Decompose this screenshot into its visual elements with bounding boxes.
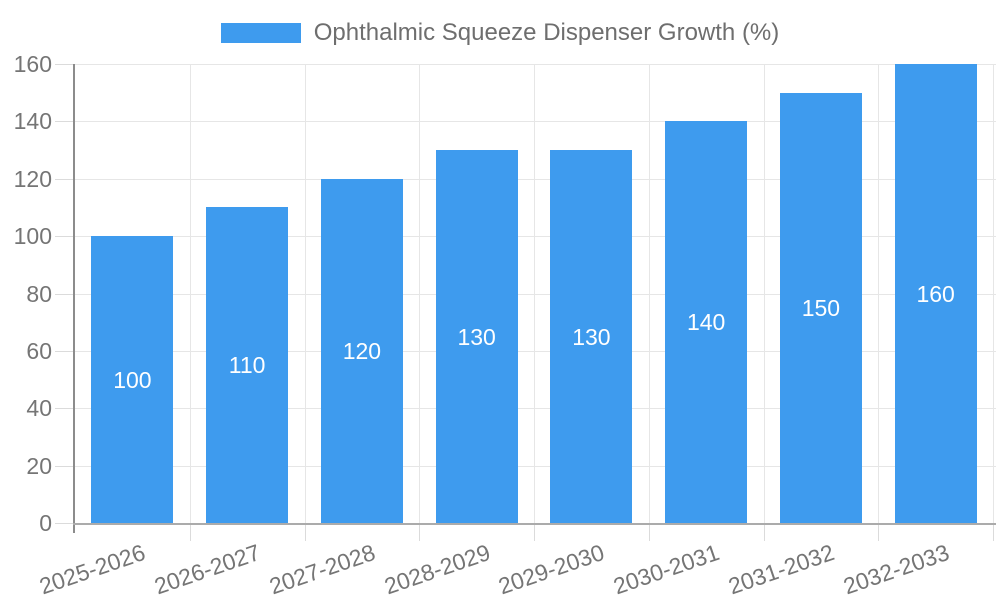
h-gridline — [75, 293, 996, 295]
x-axis-tick — [534, 525, 535, 541]
legend-swatch-icon — [220, 23, 301, 43]
x-axis-tick — [763, 525, 765, 541]
x-axis-label: 2027-2028 — [265, 539, 379, 600]
y-axis-tick-label: 60 — [26, 337, 52, 364]
x-axis-tick — [878, 525, 880, 541]
legend-label: Ophthalmic Squeeze Dispenser Growth (%) — [313, 19, 780, 46]
y-axis-tick-label: 100 — [13, 223, 52, 250]
bar[interactable] — [206, 207, 289, 523]
bar-value-label: 120 — [342, 337, 382, 364]
y-axis-tick-label: 160 — [13, 51, 52, 77]
y-axis-tick — [55, 178, 75, 180]
y-axis-tick — [55, 236, 75, 238]
y-axis-tick — [55, 64, 75, 65]
bar[interactable] — [665, 121, 748, 523]
x-axis-tick — [304, 525, 306, 541]
v-gridline — [878, 64, 880, 523]
bar[interactable] — [91, 236, 174, 523]
y-axis-line — [73, 64, 75, 533]
v-gridline — [419, 64, 421, 523]
y-axis-tick-label: 120 — [13, 165, 52, 192]
bar-value-label: 160 — [916, 280, 955, 307]
h-gridline — [75, 121, 996, 123]
bar-value-label: 150 — [801, 294, 841, 321]
h-gridline — [75, 64, 996, 65]
h-gridline — [75, 350, 996, 352]
x-axis-tick — [419, 525, 421, 541]
bar[interactable] — [550, 150, 633, 523]
y-axis-tick-label: 80 — [26, 280, 52, 307]
y-axis-tick — [55, 465, 75, 467]
v-gridline — [648, 64, 650, 523]
x-axis-label: 2031-2032 — [724, 539, 838, 600]
bar[interactable] — [779, 92, 862, 523]
h-gridline — [75, 178, 996, 180]
bar-value-label: 130 — [457, 323, 496, 350]
x-axis-label: 2029-2030 — [495, 539, 608, 600]
v-gridline — [534, 64, 535, 523]
x-axis-label: 2030-2031 — [610, 539, 723, 600]
y-axis-tick — [55, 350, 75, 352]
bar[interactable] — [894, 64, 977, 523]
v-gridline — [189, 64, 191, 523]
v-gridline — [304, 64, 306, 523]
bar[interactable] — [435, 150, 518, 523]
x-axis-tick — [189, 525, 191, 541]
h-gridline — [75, 465, 996, 467]
y-axis-tick — [55, 408, 75, 410]
x-axis-tick — [648, 525, 650, 541]
bar-value-label: 100 — [113, 366, 152, 393]
v-gridline — [993, 64, 994, 523]
x-axis-label: 2025-2026 — [36, 539, 149, 600]
x-axis-baseline — [73, 523, 996, 525]
v-gridline — [763, 64, 765, 523]
h-gridline — [75, 408, 996, 410]
legend: Ophthalmic Squeeze Dispenser Growth (%) — [0, 19, 1000, 46]
bar-value-label: 110 — [228, 352, 266, 379]
bar[interactable] — [320, 178, 403, 523]
y-axis-tick — [55, 293, 75, 295]
h-gridline — [75, 236, 996, 238]
bar-value-label: 140 — [686, 309, 726, 336]
bar-value-label: 130 — [572, 323, 611, 350]
y-axis-tick-label: 20 — [26, 452, 52, 479]
x-axis-label: 2026-2027 — [151, 539, 264, 600]
x-axis-tick — [993, 525, 994, 541]
y-axis-tick — [55, 523, 75, 524]
y-axis-tick-label: 140 — [13, 108, 52, 135]
y-axis-tick — [55, 121, 75, 123]
x-axis-label: 2032-2033 — [839, 539, 953, 600]
x-axis-label: 2028-2029 — [380, 539, 494, 600]
y-axis-tick-label: 0 — [39, 510, 52, 536]
y-axis-tick-label: 40 — [26, 395, 52, 422]
